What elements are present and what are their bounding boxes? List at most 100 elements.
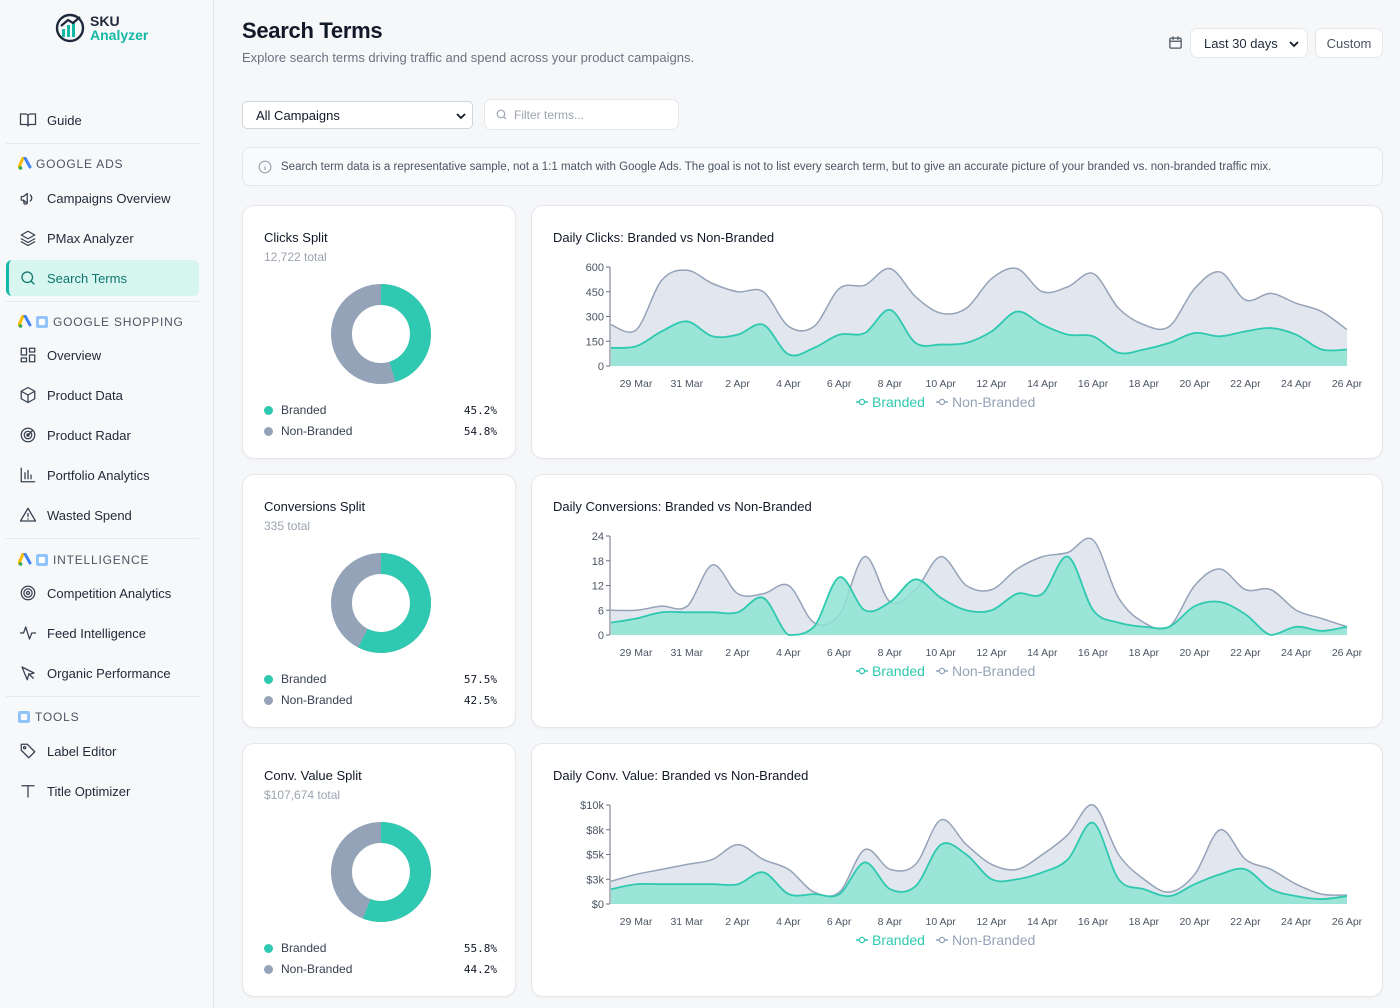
legend-label: Branded [281,403,327,417]
sidebar-item-campaigns-overview[interactable]: Campaigns Overview [6,180,199,216]
sidebar-item-label: Wasted Spend [47,507,132,523]
x-tick-label: 8 Apr [878,916,903,928]
legend-percent: 54.8% [463,424,497,438]
legend-label: Branded [281,672,327,686]
radar-icon [20,427,36,443]
sidebar-item-overview[interactable]: Overview [6,337,199,373]
x-tick-label: 10 Apr [926,916,957,928]
sidebar-divider [6,301,199,302]
custom-range-button[interactable]: Custom [1315,28,1383,58]
x-tick-label: 6 Apr [827,647,852,659]
tag-icon [20,743,36,759]
info-banner: Search term data is a representative sam… [242,147,1383,186]
campaign-select[interactable]: All Campaigns [242,101,473,129]
chart-card: Daily Clicks: Branded vs Non-Branded 0 150… [531,205,1383,459]
y-tick-label: 300 [586,312,604,324]
area-non-branded [611,268,1347,366]
legend-non-branded: Non-Branded 42.5% [264,692,497,708]
x-tick-label: 26 Apr [1332,916,1363,928]
legend-branded[interactable]: Branded [872,394,925,410]
legend-branded[interactable]: Branded [872,932,925,948]
sidebar-item-label: Guide [47,112,82,128]
sidebar-item-search-terms[interactable]: Search Terms [6,260,199,296]
line-branded [610,309,1348,357]
area-chart: 0 6 12 18 24 29 Mar 31 Mar 2 Apr 4 Apr 6 Apr 8 Apr… [592,531,1363,679]
logo-icon [55,13,85,43]
sidebar-item-title-optimizer[interactable]: Title Optimizer [6,773,199,809]
sidebar-item-guide[interactable]: Guide [6,102,199,138]
y-tick-label: 0 [598,361,604,373]
google-ads-icon [18,315,32,328]
brand-logo[interactable]: SKU Analyzer [54,12,148,44]
legend-marker-icon [938,398,946,406]
activity-icon [19,626,37,640]
sidebar-item-competition-analytics[interactable]: Competition Analytics [6,575,199,611]
legend-marker-icon [858,936,866,944]
split-card-total: 335 total [264,519,311,533]
legend-non-branded[interactable]: Non-Branded [952,663,1035,679]
merchant-center-icon [18,711,30,723]
section-tools: TOOLS [18,709,79,725]
section-label-text: GOOGLE ADS [36,157,124,171]
sidebar-item-portfolio-analytics[interactable]: Portfolio Analytics [6,457,199,493]
date-range-value: Last 30 days [1204,35,1278,51]
filter-terms-field[interactable] [484,99,679,130]
x-tick-label: 16 Apr [1078,378,1109,390]
split-card: Clicks Split 12,722 total Branded 45.2% Non-… [242,205,516,459]
x-tick-label: 14 Apr [1027,647,1058,659]
donut-slice-branded [331,822,431,922]
sidebar-item-pmax-analyzer[interactable]: PMax Analyzer [6,220,199,256]
package-icon [20,386,36,404]
x-tick-label: 12 Apr [976,647,1007,659]
sidebar: SKU Analyzer Guide GOOGLE ADS Campaigns … [0,0,214,1008]
sidebar-item-label: Product Data [47,387,123,403]
legend-dot [264,426,273,436]
legend-non-branded[interactable]: Non-Branded [952,932,1035,948]
legend-branded: Branded 45.2% [264,402,497,418]
y-tick-label: 0 [598,630,604,642]
area-chart: $0 $3k $5k $8k $10k 29 Mar 31 Mar 2 Apr 4 Apr 6 A… [580,800,1363,948]
donut-chart [331,284,431,384]
split-card-title: Conv. Value Split [264,768,362,783]
y-tick-label: 12 [592,581,604,593]
sidebar-item-product-data[interactable]: Product Data [6,377,199,413]
x-tick-label: 4 Apr [776,647,801,659]
x-tick-label: 2 Apr [725,378,750,390]
x-tick-label: 31 Mar [670,916,703,928]
sidebar-item-label: Feed Intelligence [47,625,147,641]
x-tick-label: 29 Mar [620,916,653,928]
legend-non-branded[interactable]: Non-Branded [952,394,1035,410]
y-tick-label: 150 [586,336,604,348]
date-range-select[interactable]: Last 30 days [1190,28,1308,58]
legend-marker-icon [858,398,866,406]
chart-card: Daily Conversions: Branded vs Non-Brande… [531,474,1383,728]
info-banner-text: Search term data is a representative sam… [281,160,1272,173]
page-subtitle: Explore search terms driving traffic and… [242,50,695,65]
y-tick-label: $5k [586,850,604,862]
sidebar-item-wasted-spend[interactable]: Wasted Spend [6,497,199,533]
section-label-text: INTELLIGENCE [53,553,150,567]
y-tick-label: 600 [586,262,604,274]
sidebar-item-label: Product Radar [47,427,131,443]
sidebar-item-label: Label Editor [47,743,117,759]
legend-marker-icon [938,667,946,675]
x-tick-label: 4 Apr [776,916,801,928]
legend-branded[interactable]: Branded [872,663,925,679]
area-branded [611,556,1347,635]
sidebar-item-feed-intelligence[interactable]: Feed Intelligence [6,615,199,651]
sidebar-item-product-radar[interactable]: Product Radar [6,417,199,453]
donut-chart [331,822,431,922]
sidebar-item-label-editor[interactable]: Label Editor [6,733,199,769]
brand-name-line2: Analyzer [90,27,149,43]
filter-terms-input[interactable] [514,107,664,122]
section-google-shopping: GOOGLE SHOPPING [18,314,184,330]
x-tick-label: 29 Mar [620,647,653,659]
sidebar-item-organic-performance[interactable]: Organic Performance [6,655,199,691]
legend-marker-icon [938,936,946,944]
merchant-center-icon [36,554,48,566]
legend-label: Branded [281,941,327,955]
legend-dot [264,674,273,684]
sidebar-divider [6,696,199,697]
area-non-branded [611,804,1347,904]
line-non-branded [610,267,1348,333]
